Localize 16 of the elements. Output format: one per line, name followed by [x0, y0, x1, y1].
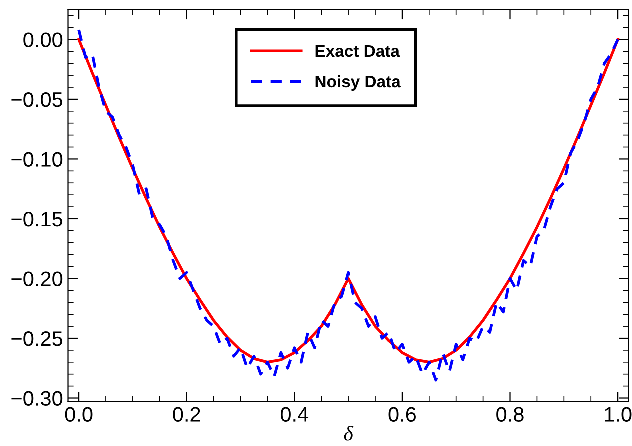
x-tick-label: 0.8 — [496, 407, 524, 422]
y-tick-label: −0.10 — [12, 152, 63, 167]
x-tick-label: 0.0 — [65, 407, 93, 422]
y-tick-label: 0.00 — [24, 32, 63, 48]
y-tick-label: −0.05 — [12, 92, 63, 108]
y-tick-label: −0.30 — [12, 391, 63, 406]
y-tick-label: −0.20 — [12, 272, 63, 286]
x-tick-label: 1.0 — [605, 407, 632, 422]
x-axis-title: δ — [344, 426, 354, 441]
y-tick-label: −0.25 — [12, 332, 63, 346]
x-tick-label: 0.4 — [280, 407, 309, 422]
legend-label: Exact Data — [316, 46, 400, 58]
legend-label: Noisy Data — [316, 75, 401, 91]
x-tick-label: 0.6 — [388, 407, 416, 422]
x-tick-label: 0.2 — [173, 407, 200, 422]
y-tick-label: −0.15 — [12, 212, 63, 227]
